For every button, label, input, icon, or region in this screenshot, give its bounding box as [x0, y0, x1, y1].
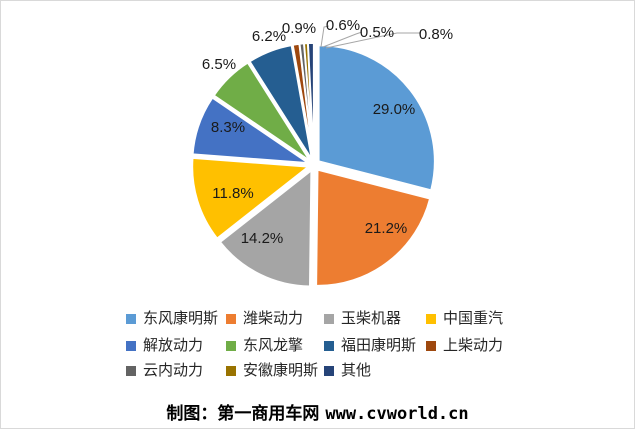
legend-swatch — [126, 341, 136, 351]
legend-swatch — [426, 341, 436, 351]
pct-label-8: 0.9% — [282, 20, 316, 37]
legend-swatch — [126, 314, 136, 324]
pie-slice-5 — [191, 96, 310, 164]
legend-label: 东风康明斯 — [143, 310, 219, 327]
legend-label: 福田康明斯 — [341, 337, 417, 354]
legend-item-5: 解放动力 — [126, 338, 203, 354]
legend-swatch — [426, 314, 436, 324]
pct-label-2: 21.2% — [365, 220, 408, 237]
pie-slice-4 — [191, 157, 310, 240]
pie-slice-11 — [307, 42, 315, 160]
legend-swatch — [324, 366, 334, 376]
pct-label-9: 0.6% — [326, 17, 360, 34]
legend-item-6: 东风龙擎 — [226, 338, 303, 354]
legend-label: 安徽康明斯 — [243, 362, 319, 379]
pie-slice-2 — [315, 168, 431, 287]
pct-label-6: 6.5% — [202, 56, 236, 73]
legend-swatch — [324, 341, 334, 351]
legend-item-10: 安徽康明斯 — [226, 363, 318, 379]
legend-swatch — [324, 314, 334, 324]
pct-label-3: 14.2% — [241, 230, 284, 247]
leader-line-3 — [325, 32, 420, 49]
pie-chart: 29.0% 21.2% 14.2% 11.8% 8.3% 6.5% 6.2%0.9% 0.6%… — [191, 17, 453, 288]
legend-item-3: 玉柴机器 — [324, 311, 401, 327]
legend-item-1: 东风康明斯 — [126, 311, 218, 327]
legend-swatch — [226, 366, 236, 376]
legend-item-2: 潍柴动力 — [226, 311, 303, 327]
pct-label-1: 29.0% — [373, 101, 416, 118]
chart-credit: 制图：第一商用车网 www.cvworld.cn — [1, 399, 634, 424]
pie-slice-6 — [213, 61, 311, 162]
pct-label-10: 0.5% — [360, 24, 394, 41]
legend-swatch — [226, 341, 236, 351]
legend-item-4: 中国重汽 — [426, 311, 503, 327]
legend-item-11: 其他 — [324, 363, 371, 379]
legend-item-9: 云内动力 — [126, 363, 203, 379]
pie-slice-1 — [317, 44, 436, 192]
legend-label: 潍柴动力 — [243, 310, 304, 327]
pct-label-11: 0.8% — [419, 26, 453, 43]
legend-swatch — [226, 314, 236, 324]
legend-label: 中国重汽 — [443, 310, 504, 327]
pct-label-7: 6.2% — [252, 28, 286, 45]
legend-label: 东风龙擎 — [243, 337, 304, 354]
legend-label: 解放动力 — [143, 337, 204, 354]
pie-slice-3 — [219, 169, 313, 288]
legend-label: 其他 — [341, 362, 372, 379]
legend-item-7: 福田康明斯 — [324, 338, 416, 354]
pct-label-4: 11.8% — [212, 185, 253, 202]
credit-url: www.cvworld.cn — [325, 404, 469, 424]
legend-label: 上柴动力 — [443, 337, 504, 354]
leader-line-2 — [322, 31, 363, 48]
legend-label: 玉柴机器 — [341, 310, 402, 327]
pct-label-5: 8.3% — [211, 119, 245, 136]
pie-slice-7 — [248, 44, 313, 161]
legend-label: 云内动力 — [143, 362, 204, 379]
leader-line-1 — [320, 25, 330, 48]
credit-text: 制图：第一商用车网 — [166, 404, 320, 423]
legend-item-8: 上柴动力 — [426, 338, 503, 354]
legend-swatch — [126, 366, 136, 376]
